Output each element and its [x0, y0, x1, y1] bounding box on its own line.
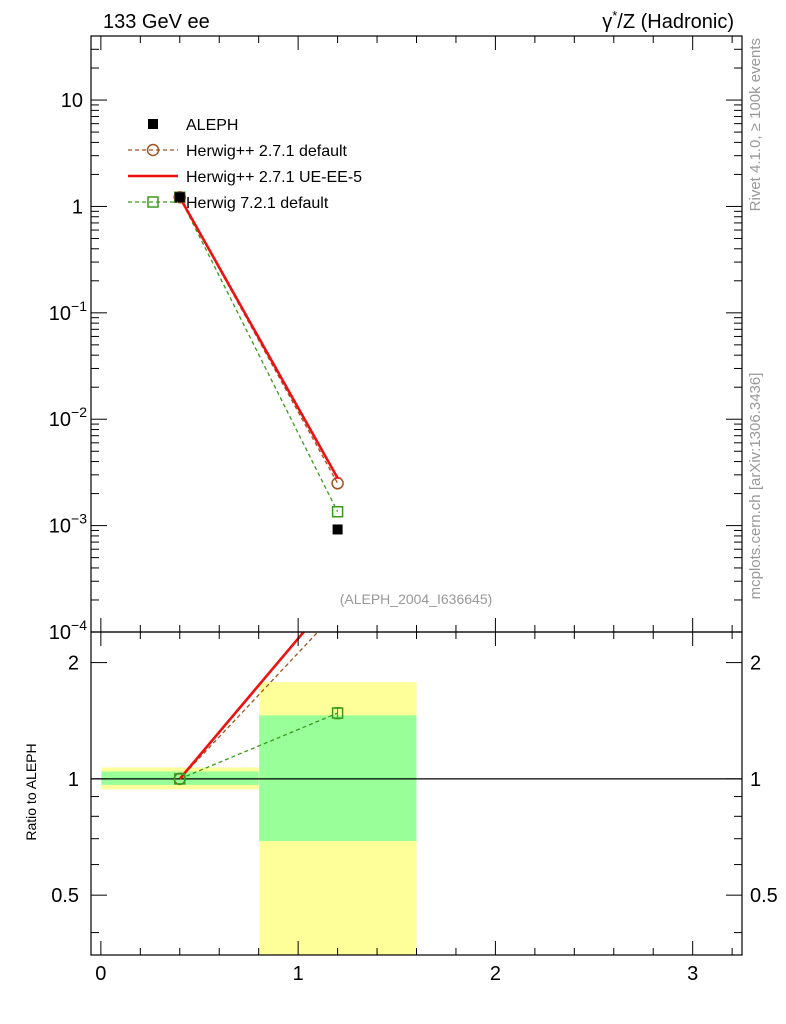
ratio-point-herwig7	[174, 773, 186, 785]
ratio-y-tick-label-right: 2	[750, 653, 761, 675]
legend-label-data: ALEPH	[186, 117, 238, 134]
main-y-tick-label: 10−4	[49, 617, 87, 644]
rivet-version-label: Rivet 4.1.0, ≥ 100k events	[747, 38, 764, 211]
main-y-tick-base: 10	[49, 303, 71, 325]
mcplots-label: mcplots.cern.ch [arXiv:1306.3436]	[747, 373, 764, 600]
ratio-x-tick-label: 3	[687, 963, 698, 985]
ratio-x-tick-label: 1	[293, 963, 304, 985]
main-point-data	[174, 192, 185, 203]
ratio-x-tick-label: 2	[490, 963, 501, 985]
main-y-tick-exp: −2	[71, 404, 87, 420]
ratio-point-herwig7	[331, 707, 344, 719]
header-right-label: γ*/Z (Hadronic)	[602, 8, 734, 33]
main-y-tick-base: 10	[49, 409, 71, 431]
ratio-y-tick-label-right: 0.5	[750, 885, 778, 907]
ratio-y-tick-label-left: 1	[68, 769, 79, 791]
ratio-x-tick-label: 0	[95, 963, 106, 985]
legend-marker-data	[148, 119, 158, 129]
ratio-series-line-herwig7	[179, 712, 338, 780]
header-right-suffix: /Z (Hadronic)	[617, 11, 734, 33]
main-y-tick-label: 1	[72, 196, 83, 218]
main-y-tick-base: 10	[61, 90, 83, 112]
ratio-plot-panel: 2 2 1 1 0.5 0.5 0 1 2 3	[51, 631, 778, 985]
legend-label-herwig_ue: Herwig++ 2.7.1 UE-EE-5	[186, 169, 362, 186]
ratio-y-tick-label-right: 1	[750, 769, 761, 791]
header-right-sup: *	[612, 8, 617, 23]
header-right-prefix: γ	[602, 11, 612, 33]
ratio-y-tick-label-left: 0.5	[51, 885, 79, 907]
legend-label-herwig_default: Herwig++ 2.7.1 default	[186, 143, 348, 160]
analysis-tag: (ALEPH_2004_I636645)	[340, 591, 493, 607]
legend-label-herwig7: Herwig 7.2.1 default	[186, 195, 329, 212]
legend-marker-herwig_default	[146, 143, 160, 157]
ratio-band-inner-1	[259, 715, 417, 842]
header-left-label: 133 GeV ee	[103, 11, 210, 33]
main-y-tick-exp: −4	[71, 617, 87, 633]
main-y-tick-base: 10	[49, 516, 71, 538]
ratio-clipped-group	[91, 632, 742, 955]
ratio-y-axis-label: Ratio to ALEPH	[23, 743, 39, 840]
legend-marker-herwig7	[147, 196, 159, 208]
main-y-tick-base: 1	[72, 196, 83, 218]
main-y-tick-label: 10−2	[49, 404, 87, 431]
ratio-series-line-herwig_default	[179, 632, 319, 780]
main-point-herwig_default	[173, 191, 187, 204]
ratio-series-line-herwig_ue	[178, 632, 306, 780]
main-y-tick-label: 10	[61, 90, 83, 112]
main-y-tick-label: 10−1	[49, 298, 87, 325]
main-y-tick-exp: −1	[71, 298, 87, 314]
main-y-tick-label: 10−3	[49, 511, 87, 538]
main-series-line-herwig_ue	[178, 196, 339, 479]
main-point-data	[332, 524, 343, 535]
main-point-herwig_default	[331, 477, 344, 490]
main-y-tick-base: 10	[49, 622, 71, 644]
main-point-herwig7	[331, 505, 344, 518]
main-y-tick-exp: −3	[71, 511, 87, 527]
ratio-y-tick-label-left: 2	[68, 653, 79, 675]
main-series-line-herwig7	[179, 196, 339, 513]
